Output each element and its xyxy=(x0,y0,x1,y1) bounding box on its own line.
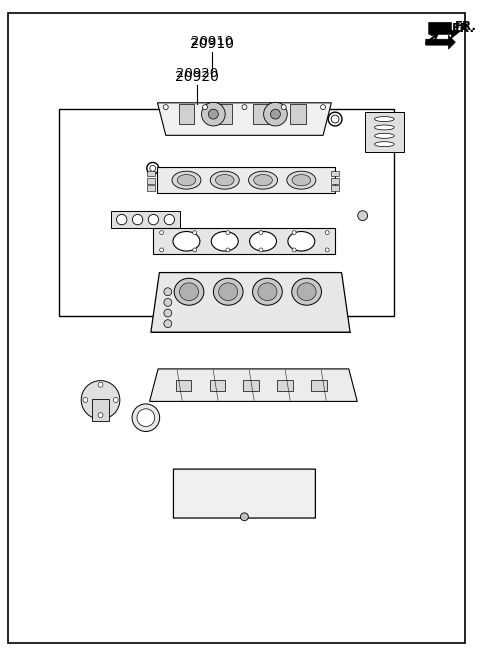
Circle shape xyxy=(208,109,218,119)
Ellipse shape xyxy=(374,142,394,147)
Bar xyxy=(153,228,336,255)
Ellipse shape xyxy=(258,283,277,300)
Bar xyxy=(147,171,155,176)
Circle shape xyxy=(292,248,296,252)
Polygon shape xyxy=(151,273,350,332)
Ellipse shape xyxy=(117,215,127,225)
Bar xyxy=(176,380,192,390)
Circle shape xyxy=(83,398,88,402)
FancyBboxPatch shape xyxy=(173,469,315,518)
Ellipse shape xyxy=(137,409,155,426)
Circle shape xyxy=(193,248,197,252)
Ellipse shape xyxy=(132,215,143,225)
Ellipse shape xyxy=(252,278,282,305)
Circle shape xyxy=(193,231,197,235)
Circle shape xyxy=(226,248,230,252)
Circle shape xyxy=(259,231,263,235)
Circle shape xyxy=(163,105,168,110)
Circle shape xyxy=(98,413,103,418)
Circle shape xyxy=(150,165,156,171)
Text: 20920: 20920 xyxy=(176,67,218,79)
Polygon shape xyxy=(426,35,456,49)
Circle shape xyxy=(164,298,172,306)
Ellipse shape xyxy=(173,232,200,251)
Ellipse shape xyxy=(214,278,243,305)
Circle shape xyxy=(160,248,164,252)
Ellipse shape xyxy=(148,215,158,225)
Polygon shape xyxy=(157,103,331,135)
Circle shape xyxy=(113,398,118,402)
Circle shape xyxy=(271,109,280,119)
Ellipse shape xyxy=(164,215,175,225)
Bar xyxy=(147,178,155,184)
Circle shape xyxy=(242,105,247,110)
Ellipse shape xyxy=(250,232,276,251)
Circle shape xyxy=(331,115,339,123)
Ellipse shape xyxy=(219,283,238,300)
Circle shape xyxy=(98,382,103,387)
Bar xyxy=(290,104,306,124)
Polygon shape xyxy=(429,22,461,38)
Circle shape xyxy=(240,513,248,521)
Bar xyxy=(147,185,155,191)
Text: FR.: FR. xyxy=(456,20,477,33)
Circle shape xyxy=(160,231,164,235)
Ellipse shape xyxy=(288,232,315,251)
Text: FR.: FR. xyxy=(451,22,475,35)
Bar xyxy=(179,104,194,124)
Circle shape xyxy=(292,231,296,235)
Text: 20920: 20920 xyxy=(175,70,219,84)
Ellipse shape xyxy=(210,171,239,189)
Circle shape xyxy=(259,248,263,252)
Bar xyxy=(277,380,293,390)
Circle shape xyxy=(164,319,172,327)
Ellipse shape xyxy=(180,283,199,300)
Ellipse shape xyxy=(374,133,394,138)
Bar xyxy=(311,380,327,390)
Ellipse shape xyxy=(374,125,394,130)
Ellipse shape xyxy=(292,174,311,186)
Ellipse shape xyxy=(177,174,196,186)
Circle shape xyxy=(264,102,288,126)
Circle shape xyxy=(325,248,329,252)
Text: 20910: 20910 xyxy=(190,37,234,51)
Circle shape xyxy=(164,288,172,296)
Bar xyxy=(210,380,225,390)
Circle shape xyxy=(321,105,325,110)
Circle shape xyxy=(202,102,225,126)
Text: 20910: 20910 xyxy=(191,35,233,48)
Ellipse shape xyxy=(254,174,272,186)
Bar xyxy=(331,185,339,191)
Bar xyxy=(111,211,180,228)
Bar xyxy=(253,104,269,124)
Circle shape xyxy=(203,105,207,110)
Bar xyxy=(243,380,259,390)
Circle shape xyxy=(281,105,286,110)
Ellipse shape xyxy=(211,232,238,251)
Ellipse shape xyxy=(374,117,394,121)
Circle shape xyxy=(358,211,368,220)
Bar xyxy=(59,109,394,316)
Ellipse shape xyxy=(172,171,201,189)
Circle shape xyxy=(325,231,329,235)
Bar xyxy=(331,171,339,176)
Circle shape xyxy=(164,309,172,317)
Circle shape xyxy=(81,380,120,419)
Bar xyxy=(216,104,232,124)
Circle shape xyxy=(226,231,230,235)
Ellipse shape xyxy=(132,404,160,432)
Polygon shape xyxy=(157,167,336,193)
Ellipse shape xyxy=(249,171,277,189)
Ellipse shape xyxy=(216,174,234,186)
Ellipse shape xyxy=(287,171,316,189)
Bar xyxy=(92,399,109,421)
Polygon shape xyxy=(150,369,357,401)
Bar xyxy=(365,112,404,152)
Bar xyxy=(331,178,339,184)
Ellipse shape xyxy=(292,278,322,305)
Ellipse shape xyxy=(174,278,204,305)
Ellipse shape xyxy=(297,283,316,300)
